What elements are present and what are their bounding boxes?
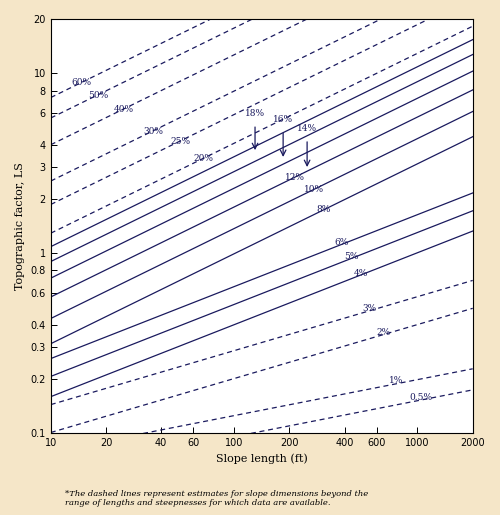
Text: 6%: 6%: [334, 238, 348, 247]
Text: 3%: 3%: [362, 304, 376, 313]
Text: 60%: 60%: [72, 78, 92, 87]
Text: 30%: 30%: [144, 127, 164, 135]
Text: 50%: 50%: [88, 91, 108, 99]
Text: 18%: 18%: [245, 109, 265, 118]
Text: 0.5%: 0.5%: [409, 393, 432, 402]
Text: 16%: 16%: [273, 115, 293, 125]
X-axis label: Slope length (ft): Slope length (ft): [216, 453, 308, 464]
Text: 2%: 2%: [377, 328, 391, 336]
Text: 12%: 12%: [286, 173, 306, 182]
Text: 25%: 25%: [170, 136, 190, 146]
Text: 1%: 1%: [389, 376, 404, 385]
Text: 10%: 10%: [304, 185, 324, 194]
Text: *The dashed lines represent estimates for slope dimensions beyond the
range of l: *The dashed lines represent estimates fo…: [65, 490, 368, 507]
Text: 8%: 8%: [316, 204, 330, 214]
Text: 20%: 20%: [194, 154, 214, 163]
Text: 40%: 40%: [114, 105, 134, 114]
Text: 14%: 14%: [297, 124, 317, 133]
Text: 4%: 4%: [354, 269, 368, 278]
Y-axis label: Topographic factor, LS: Topographic factor, LS: [15, 162, 25, 290]
Text: 5%: 5%: [344, 252, 359, 261]
